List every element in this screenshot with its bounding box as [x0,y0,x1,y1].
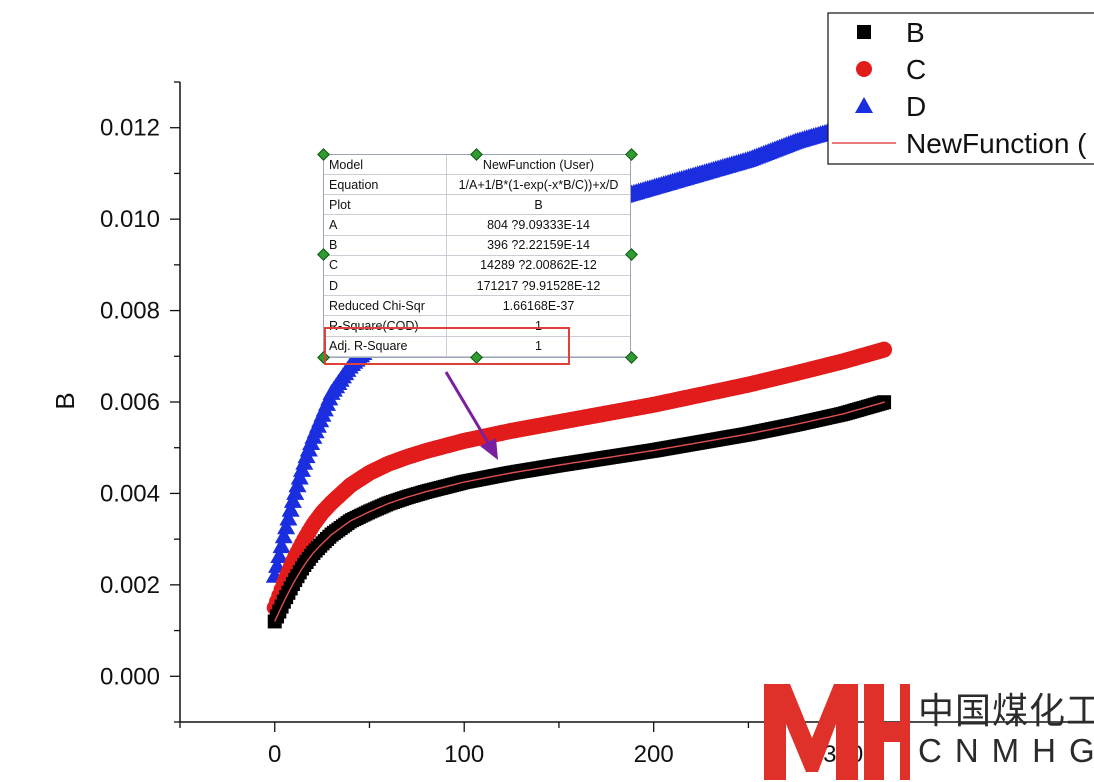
watermark: 中国煤化工 CNMHG [760,680,1094,782]
data-point [274,527,293,544]
fit-line [274,401,885,622]
fit-value: 1 [446,336,630,358]
fit-row: Reduced Chi-Sqr 1.66168E-37 [324,295,630,317]
y-tick-label: 0.002 [100,572,160,599]
logo-h-shape [864,684,910,780]
fit-value: 1/A+1/B*(1-exp(-x*B/C))+x/D [446,174,630,196]
data-point [876,341,893,358]
data-point [272,537,291,554]
fit-key: Adj. R-Square [324,336,447,358]
y-axis: 0.000 0.002 0.004 0.006 0.008 0.010 0.012 [100,81,180,723]
legend-label: D [906,91,926,122]
legend-swatch [857,25,871,39]
fit-value: 804 ?9.09333E-14 [446,214,630,236]
fit-value: 14289 ?2.00862E-12 [446,255,630,277]
x-tick-label: 100 [444,741,484,768]
y-tick-label: 0.004 [100,480,160,507]
fit-value: 171217 ?9.91528E-12 [446,275,630,297]
fit-value: NewFunction (User) [446,155,630,176]
legend-label: NewFunction ( [906,128,1087,159]
y-tick-label: 0.006 [100,389,160,416]
fit-key: R-Square(COD) [324,315,447,337]
data-point [283,491,302,508]
y-tick-label: 0.000 [100,663,160,690]
data-point [270,546,289,563]
data-point [279,509,298,526]
y-tick-label: 0.010 [100,206,160,233]
fit-row: Equation 1/A+1/B*(1-exp(-x*B/C))+x/D [324,174,630,196]
series-c [266,341,893,616]
fit-value: 1.66168E-37 [446,295,630,317]
fit-key: D [324,275,447,297]
fit-key: A [324,214,447,236]
x-tick-label: 200 [634,741,674,768]
fit-row: Model NewFunction (User) [324,155,630,176]
fit-results-table[interactable]: Model NewFunction (User) Equation 1/A+1/B*(… [323,154,631,358]
fit-key: Reduced Chi-Sqr [324,295,447,317]
legend: BCD NewFunction ( [827,12,1094,165]
fit-results-grid: Model NewFunction (User) Equation 1/A+1/B*(… [324,155,630,358]
fit-row: A 804 ?9.09333E-14 [324,214,630,236]
watermark-chinese-text: 中国煤化工 [918,691,1094,732]
legend-frame [827,12,1094,165]
fit-key: Equation [324,174,447,196]
fit-row: Plot B [324,194,630,216]
fit-key: Plot [324,194,447,216]
fit-row: D 171217 ?9.91528E-12 [324,275,630,297]
fit-row: C 14289 ?2.00862E-12 [324,255,630,277]
fit-key: B [324,235,447,256]
fit-value: 1 [446,315,630,337]
x-tick-label: 0 [268,741,281,768]
series-b [267,395,892,629]
data-point [281,500,300,517]
legend-swatch [856,61,872,77]
x-axis: 0100200300 [179,722,863,768]
fit-value: 396 ?2.22159E-14 [446,235,630,256]
logo-m-shape [764,684,858,780]
y-tick-label: 0.008 [100,298,160,325]
fit-row: B 396 ?2.22159E-14 [324,235,630,256]
watermark-english-text: CNMHG [918,732,1094,769]
data-point [277,518,296,535]
arrow-head [480,438,498,460]
adj-r-square-highlight [324,327,570,365]
legend-swatch [855,97,873,113]
fit-key: C [324,255,447,277]
annotation-arrow [444,371,498,460]
y-axis-title: B [50,392,80,409]
fit-row: Adj. R-Square 1 [324,336,630,358]
fit-row: R-Square(COD) 1 [324,315,630,337]
fit-value: B [446,194,630,216]
y-tick-label: 0.012 [100,115,160,142]
arrow-shaft [444,371,492,447]
legend-label: C [906,54,926,85]
legend-label: B [906,17,925,48]
watermark-logo-icon [764,684,910,780]
fit-key: Model [324,155,447,176]
